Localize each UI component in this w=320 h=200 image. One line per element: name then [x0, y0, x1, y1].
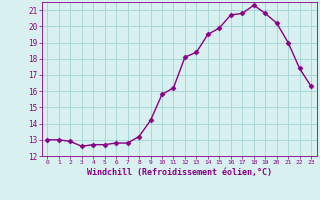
X-axis label: Windchill (Refroidissement éolien,°C): Windchill (Refroidissement éolien,°C): [87, 168, 272, 177]
